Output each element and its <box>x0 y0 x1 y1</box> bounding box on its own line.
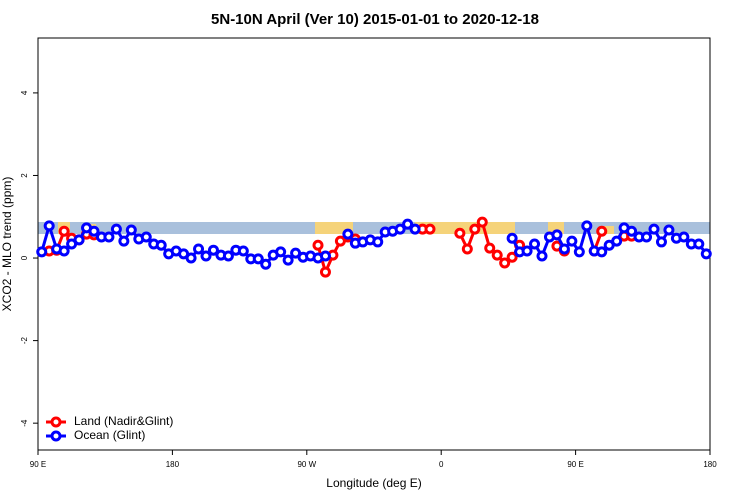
legend-label: Ocean (Glint) <box>74 428 145 442</box>
x-axis-label: Longitude (deg E) <box>326 476 421 490</box>
data-point <box>476 216 488 228</box>
legend-marker <box>50 416 62 428</box>
data-point <box>558 243 570 255</box>
data-point <box>207 244 219 256</box>
data-point <box>73 234 85 246</box>
y-axis-label: XCO2 - MLO trend (ppm) <box>0 177 14 312</box>
data-point <box>491 249 503 261</box>
data-point <box>43 220 55 232</box>
data-point <box>394 223 406 235</box>
data-point <box>663 224 675 236</box>
data-point <box>282 254 294 266</box>
data-point <box>58 225 70 237</box>
data-point <box>424 223 436 235</box>
data-point <box>140 231 152 243</box>
data-point <box>200 250 212 262</box>
data-point <box>103 231 115 243</box>
data-point <box>409 223 421 235</box>
data-point <box>312 239 324 251</box>
data-point <box>581 220 593 232</box>
y-tick-label: 0 <box>20 255 29 260</box>
data-point <box>484 242 496 254</box>
data-point <box>566 235 578 247</box>
data-point <box>700 248 712 260</box>
x-tick-label: 90 W <box>297 460 316 469</box>
data-point <box>118 235 130 247</box>
y-tick-label: 4 <box>20 90 29 95</box>
data-point <box>506 232 518 244</box>
data-point <box>551 229 563 241</box>
data-point <box>596 225 608 237</box>
data-point <box>252 253 264 265</box>
data-point <box>454 227 466 239</box>
data-point <box>319 266 331 278</box>
legend-marker <box>50 430 62 442</box>
data-point <box>648 223 660 235</box>
data-point <box>573 246 585 258</box>
x-tick-label: 90 E <box>567 460 583 469</box>
data-point <box>626 225 638 237</box>
data-point <box>260 258 272 270</box>
data-point <box>275 246 287 258</box>
data-point <box>110 223 122 235</box>
data-point <box>237 245 249 257</box>
data-point <box>596 246 608 258</box>
data-point <box>469 223 481 235</box>
data-point <box>36 246 48 258</box>
data-point <box>185 252 197 264</box>
data-point <box>402 218 414 230</box>
x-tick-label: 180 <box>703 460 717 469</box>
plot-frame <box>37 37 711 451</box>
data-point <box>506 251 518 263</box>
data-point <box>641 231 653 243</box>
data-point <box>655 236 667 248</box>
data-point <box>521 245 533 257</box>
data-point <box>342 228 354 240</box>
data-point <box>678 231 690 243</box>
data-point <box>193 243 205 255</box>
data-point <box>319 250 331 262</box>
data-point <box>222 250 234 262</box>
legend-label: Land (Nadir&Glint) <box>74 414 173 428</box>
x-tick-label: 180 <box>166 460 180 469</box>
map-strip <box>38 222 710 234</box>
data-point <box>155 239 167 251</box>
data-point <box>693 238 705 250</box>
data-point <box>88 225 100 237</box>
data-point <box>499 257 511 269</box>
x-tick-label: 90 E <box>30 460 46 469</box>
y-tick-label: -2 <box>20 336 29 344</box>
data-point <box>529 238 541 250</box>
data-point <box>372 236 384 248</box>
y-tick-label: 2 <box>20 173 29 178</box>
data-point <box>125 224 137 236</box>
data-point <box>611 235 623 247</box>
data-point <box>58 245 70 257</box>
data-point <box>536 250 548 262</box>
chart-title: 5N-10N April (Ver 10) 2015-01-01 to 2020… <box>211 11 539 28</box>
y-tick-label: -4 <box>20 419 29 427</box>
x-tick-label: 0 <box>439 460 444 469</box>
data-point <box>461 243 473 255</box>
